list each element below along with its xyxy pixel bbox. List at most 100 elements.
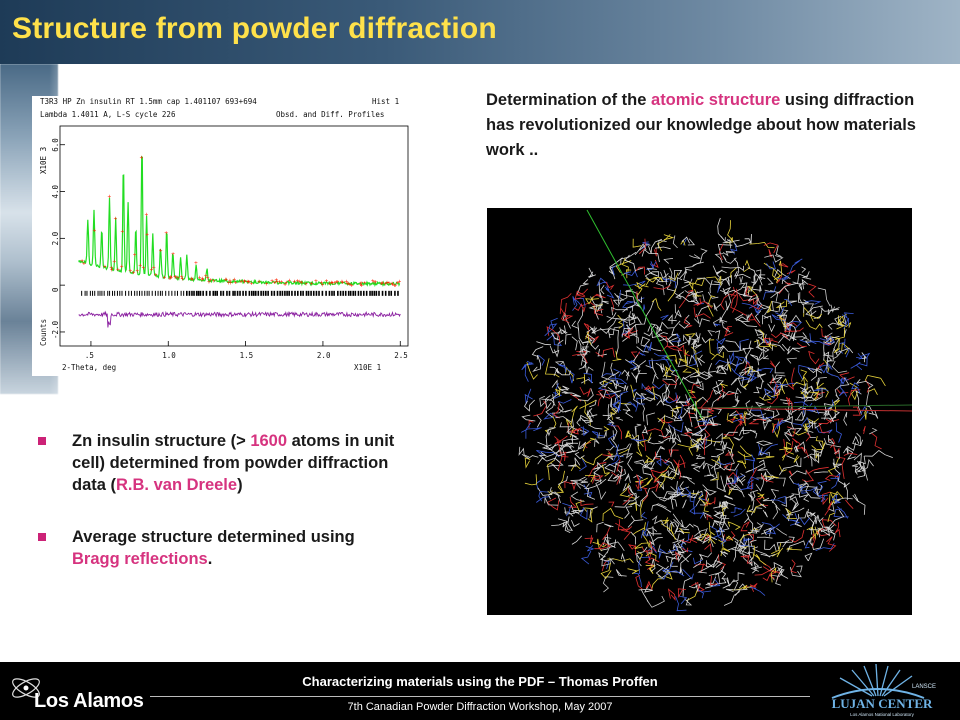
bullet-text: ) bbox=[237, 476, 243, 494]
observed-point: + bbox=[154, 272, 158, 279]
observed-point: + bbox=[212, 278, 216, 285]
bullet-text: Average structure determined using bbox=[72, 528, 355, 546]
observed-point: + bbox=[168, 275, 172, 282]
y-axis-label: Counts bbox=[39, 319, 48, 346]
molecule-bonds bbox=[518, 217, 893, 612]
observed-point: + bbox=[348, 281, 352, 288]
observed-point: + bbox=[371, 278, 375, 285]
plot-header-line2: Lambda 1.4011 A, L-S cycle 226 bbox=[40, 110, 176, 119]
y-tick-label: 4.0 bbox=[51, 185, 60, 199]
description-post: using diffraction has revolutionized our… bbox=[486, 91, 916, 159]
observed-point: + bbox=[275, 277, 279, 284]
bullet-marker bbox=[38, 533, 46, 541]
plot-header-profiles: Obsd. and Diff. Profiles bbox=[276, 110, 384, 119]
x-tick-label: 1.5 bbox=[240, 351, 254, 360]
observed-point: + bbox=[190, 276, 194, 283]
molecule-render bbox=[518, 209, 913, 612]
observed-point: + bbox=[393, 282, 397, 289]
bullet-text: . bbox=[207, 550, 213, 568]
observed-point: + bbox=[320, 280, 324, 287]
observed-point: + bbox=[145, 211, 149, 218]
observed-point: + bbox=[363, 280, 367, 287]
observed-point: + bbox=[152, 264, 156, 271]
observed-point: + bbox=[387, 280, 391, 287]
observed-point: + bbox=[250, 281, 254, 288]
observed-point: + bbox=[107, 194, 111, 201]
observed-point: + bbox=[103, 264, 107, 271]
y-tick-label: 0 bbox=[51, 287, 60, 292]
observed-point: + bbox=[209, 277, 213, 284]
observed-point: + bbox=[242, 278, 246, 285]
observed-point: + bbox=[283, 281, 287, 288]
observed-point: + bbox=[279, 279, 283, 286]
observed-point: + bbox=[169, 274, 173, 281]
observed-point: + bbox=[333, 280, 337, 287]
observed-point: + bbox=[224, 276, 228, 283]
observed-point: + bbox=[398, 278, 402, 285]
observed-point: + bbox=[239, 278, 243, 285]
observed-point: + bbox=[159, 248, 163, 255]
observed-point: + bbox=[173, 274, 177, 281]
observed-point: + bbox=[171, 251, 175, 258]
x-tick-label: 1.0 bbox=[162, 351, 176, 360]
lansce-label: LANSCE bbox=[912, 684, 936, 690]
observed-point: + bbox=[265, 281, 269, 288]
observed-point: + bbox=[163, 275, 167, 282]
observed-point: + bbox=[328, 281, 332, 288]
observed-point: + bbox=[304, 281, 308, 288]
bullet-marker bbox=[38, 437, 46, 445]
observed-point: + bbox=[80, 258, 84, 265]
x-tick-label: 2.0 bbox=[317, 351, 331, 360]
observed-point: + bbox=[228, 278, 232, 285]
observed-point: + bbox=[112, 258, 116, 265]
difference-profile bbox=[78, 310, 401, 328]
observed-point: + bbox=[325, 278, 329, 285]
unit-cell-axis bbox=[696, 404, 913, 409]
x-scale-label: X10E 1 bbox=[354, 363, 381, 372]
observed-point: + bbox=[340, 278, 344, 285]
observed-point: + bbox=[296, 278, 300, 285]
observed-point: + bbox=[201, 276, 205, 283]
observed-point: + bbox=[229, 280, 233, 287]
observed-point: + bbox=[247, 279, 251, 286]
observed-point: + bbox=[116, 267, 120, 274]
observed-point: + bbox=[176, 275, 180, 282]
footer-bar: Characterizing materials using the PDF –… bbox=[0, 662, 960, 720]
observed-point: + bbox=[380, 280, 384, 287]
observed-point: + bbox=[331, 280, 335, 287]
observed-point: + bbox=[194, 260, 198, 267]
footer-subtitle: 7th Canadian Powder Diffraction Workshop… bbox=[347, 701, 613, 713]
observed-point: + bbox=[120, 229, 124, 236]
observed-point: + bbox=[336, 279, 340, 286]
observed-point: + bbox=[110, 267, 114, 274]
observed-point: + bbox=[385, 280, 389, 287]
plot-header-line1: T3R3 HP Zn insulin RT 1.5mm cap 1.401107… bbox=[40, 97, 257, 106]
observed-point: + bbox=[114, 216, 118, 223]
observed-point: + bbox=[391, 281, 395, 288]
observed-point: + bbox=[330, 279, 334, 286]
x-tick-label: 2.5 bbox=[394, 351, 408, 360]
bullet-item: Average structure determined using Bragg… bbox=[38, 526, 398, 570]
unit-cell-axis bbox=[696, 407, 913, 412]
observed-point: + bbox=[129, 268, 133, 275]
lujan-center-logo: LANSCE LUJAN CENTER Los Alamos National … bbox=[832, 663, 936, 717]
observed-point: + bbox=[247, 279, 251, 286]
observed-point: + bbox=[380, 280, 384, 287]
observed-point: + bbox=[142, 265, 146, 272]
observed-point: + bbox=[347, 281, 351, 288]
bullet-highlight: R.B. van Dreele bbox=[116, 476, 238, 494]
observed-point: + bbox=[278, 279, 282, 286]
observed-point: + bbox=[164, 230, 168, 237]
y-tick-label: 2.0 bbox=[51, 231, 60, 245]
observed-point: + bbox=[360, 282, 364, 289]
calculated-profile bbox=[78, 155, 401, 288]
observed-point: + bbox=[190, 277, 194, 284]
x-tick-label: .5 bbox=[85, 351, 94, 360]
unit-cell-axis bbox=[586, 209, 703, 419]
observed-point: + bbox=[140, 155, 144, 162]
slide-title: Structure from powder diffraction bbox=[12, 12, 497, 45]
observed-point: + bbox=[310, 281, 314, 288]
plot-frame bbox=[59, 125, 409, 347]
observed-point: + bbox=[132, 270, 136, 277]
observed-point: + bbox=[234, 279, 238, 286]
